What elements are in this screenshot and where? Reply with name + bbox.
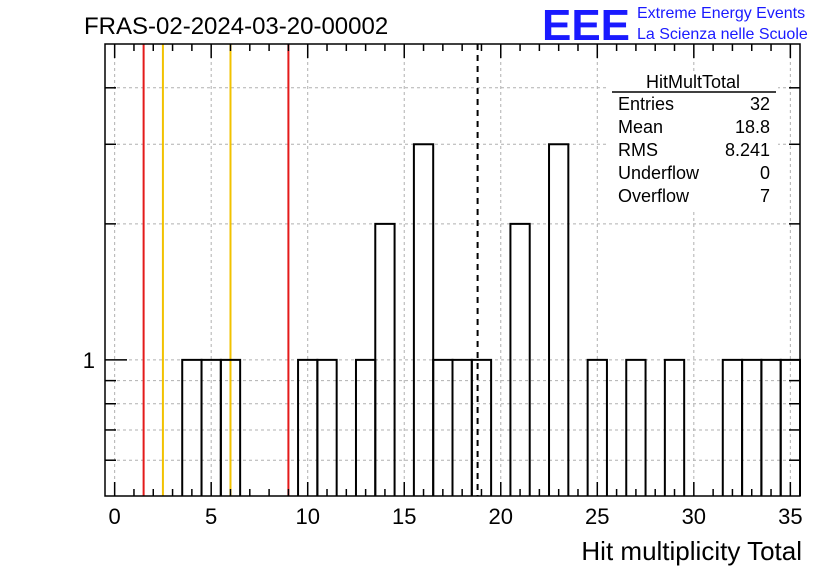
x-tick-label: 30 [682, 504, 706, 529]
stats-label-entries: Entries [618, 94, 674, 114]
chart-title: FRAS-02-2024-03-20-00002 [84, 13, 388, 40]
histogram-bin [548, 143, 570, 496]
logo-mark: EEE [542, 1, 630, 50]
histogram-bin [412, 143, 435, 496]
stats-value-mean: 18.8 [735, 117, 770, 137]
histogram-bin [219, 358, 242, 496]
histogram-bin [663, 358, 686, 496]
x-tick-label: 25 [585, 504, 609, 529]
x-tick-label: 35 [778, 504, 802, 529]
stats-box-bg [608, 72, 778, 210]
x-tick-label: 15 [392, 504, 416, 529]
stats-value-rms: 8.241 [725, 140, 770, 160]
histogram-bin [509, 222, 531, 496]
histogram-bin [586, 358, 608, 496]
marker-lines-layer [142, 44, 479, 496]
stats-value-entries: 32 [750, 94, 770, 114]
histogram-bin [316, 358, 338, 496]
stats-label-rms: RMS [618, 140, 658, 160]
x-axis-title: Hit multiplicity Total [581, 536, 802, 566]
stats-label-overflow: Overflow [618, 186, 690, 206]
x-tick-label: 10 [295, 504, 319, 529]
axes-layer [104, 43, 801, 497]
tick-labels-layer: 0 5 10 15 20 25 30 35 1 [83, 348, 803, 529]
histogram-bin [625, 358, 647, 496]
x-tick-label: 0 [109, 504, 121, 529]
stats-title: HitMultTotal [646, 72, 740, 92]
logo-line1: Extreme Energy Events [637, 5, 805, 22]
stats-label-mean: Mean [618, 117, 663, 137]
histogram-bin [374, 222, 396, 496]
logo-line2: La Scienza nelle Scuole [637, 26, 808, 43]
stats-box: HitMultTotal Entries 32 Mean 18.8 RMS 8.… [608, 72, 778, 210]
x-tick-label: 20 [489, 504, 513, 529]
stats-value-underflow: 0 [760, 163, 770, 183]
x-tick-label: 5 [205, 504, 217, 529]
y-tick-label: 1 [83, 348, 95, 373]
stats-label-underflow: Underflow [618, 163, 700, 183]
stats-value-overflow: 7 [760, 186, 770, 206]
eee-logo: EEE Extreme Energy Events La Scienza nel… [542, 1, 808, 50]
histogram-bin [470, 358, 493, 496]
histogram-outline-layer [181, 143, 801, 496]
plot-frame-border [104, 43, 801, 497]
